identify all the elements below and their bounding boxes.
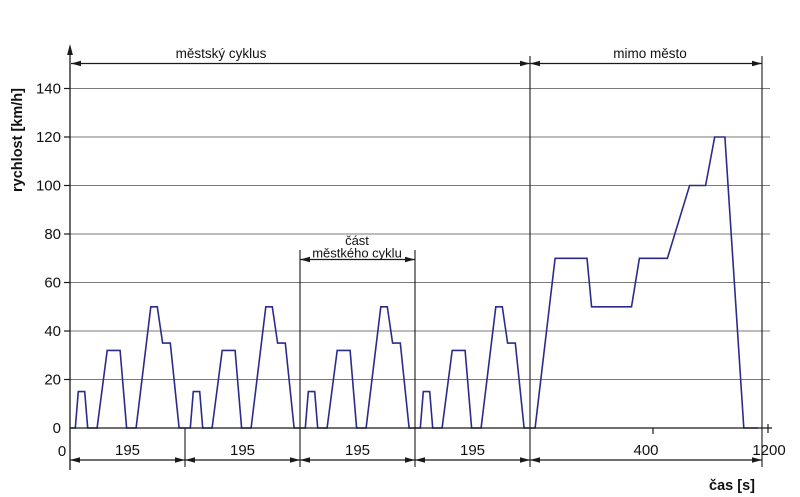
- y-tick-label-140: 140: [36, 81, 61, 98]
- part-annotation-line2: městkého cyklu: [312, 246, 402, 261]
- y-tick-label-20: 20: [44, 372, 61, 389]
- x-end-tick-label: 1200: [752, 442, 785, 459]
- dim-segment-2-arrow-right-icon: [290, 457, 300, 463]
- y-axis-title: rychlost [km/h]: [10, 88, 26, 192]
- dim-extra-urban-arrow-right-icon: [752, 60, 762, 67]
- dim-segment-5-arrow-left-icon: [530, 457, 540, 463]
- y-tick-label-120: 120: [36, 129, 61, 146]
- y-tick-label-0: 0: [53, 420, 61, 437]
- dim-part-of-cycle-arrow-right-icon: [405, 256, 415, 263]
- extra-urban-label: mimo město: [613, 46, 687, 61]
- y-tick-label-40: 40: [44, 323, 61, 340]
- dim-segment-2-arrow-left-icon: [185, 457, 195, 463]
- dim-segment-label-4: 195: [460, 442, 485, 459]
- dim-segment-1-arrow-left-icon: [70, 457, 80, 463]
- dim-segment-3-arrow-right-icon: [405, 457, 415, 463]
- dim-urban-cycle-arrow-right-icon: [520, 60, 530, 67]
- dim-segment-label-1: 195: [115, 442, 140, 459]
- dim-segment-4-arrow-right-icon: [520, 457, 530, 463]
- x-origin-tick-label: 0: [58, 443, 66, 460]
- dim-segment-label-5: 400: [633, 442, 658, 459]
- y-axis-arrow-icon: [67, 44, 73, 55]
- dim-segment-label-3: 195: [345, 442, 370, 459]
- dim-segment-label-2: 195: [230, 442, 255, 459]
- dim-segment-3-arrow-left-icon: [300, 457, 310, 463]
- dim-urban-cycle-arrow-left-icon: [71, 60, 81, 67]
- dim-part-of-cycle-arrow-left-icon: [300, 256, 310, 263]
- dim-extra-urban-arrow-left-icon: [530, 60, 540, 67]
- dim-segment-4-arrow-left-icon: [415, 457, 425, 463]
- urban-cycle-label: městský cyklus: [176, 46, 267, 61]
- part-annotation-line1: část: [345, 233, 369, 248]
- y-tick-label-100: 100: [36, 178, 61, 195]
- dim-segment-5-arrow-right-icon: [752, 457, 762, 463]
- dimension-annotations: 195 195 195 195 400: [70, 56, 763, 467]
- y-tick-label-60: 60: [44, 275, 61, 292]
- dim-segment-1-arrow-right-icon: [175, 457, 185, 463]
- tick-labels: 0 20 40 60 80 100 120 140: [36, 81, 61, 438]
- axes: [67, 44, 772, 470]
- gridlines: [64, 87, 770, 381]
- x-axis-title: čas [s]: [709, 478, 755, 494]
- y-tick-label-80: 80: [44, 226, 61, 243]
